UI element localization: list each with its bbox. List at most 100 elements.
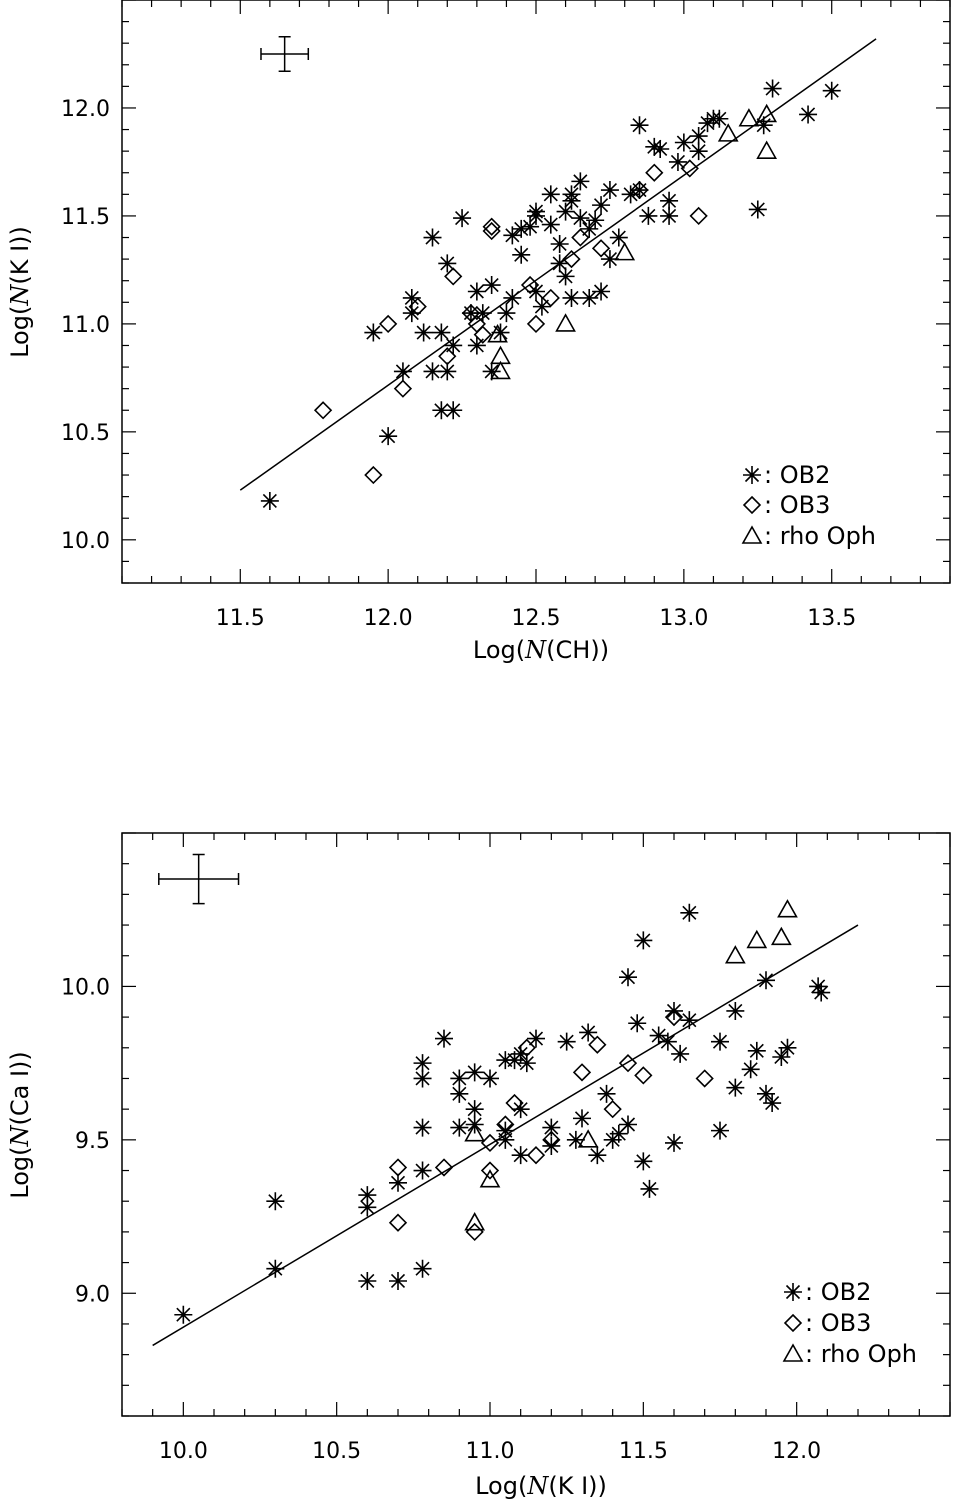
point-ob2 [413, 1259, 432, 1278]
point-ob2 [511, 1146, 530, 1165]
point-ob2 [511, 1100, 530, 1119]
point-ob2 [772, 1047, 791, 1066]
point-ob2 [660, 191, 679, 210]
point-ob2 [542, 1118, 561, 1137]
point-ob2 [799, 105, 818, 124]
point-ob2 [571, 209, 590, 228]
point-rho-oph [614, 242, 636, 261]
error-bar-cross [260, 35, 310, 73]
point-ob2 [562, 185, 581, 204]
point-ob2 [809, 977, 828, 996]
point-ob2 [689, 142, 708, 161]
point-ob2 [521, 217, 540, 236]
point-ob2 [630, 116, 649, 135]
point-ob2 [358, 1271, 377, 1290]
y-tick-label: 12.0 [61, 97, 110, 122]
point-ob2 [665, 1001, 683, 1020]
point-ob2 [413, 1069, 432, 1088]
legend-marker-rho-oph [782, 1343, 804, 1362]
tick-labels: 10.0 10.5 11.0 11.5 12.0 9.0 9.5 10.0 [61, 975, 821, 1464]
point-ob2 [423, 228, 442, 247]
point-ob2 [645, 137, 664, 156]
point-rho-oph [555, 313, 576, 332]
legend-label-rho-oph: : rho Oph [805, 1340, 917, 1368]
point-ob2 [414, 323, 433, 342]
y-tick-label: 11.0 [61, 313, 110, 338]
point-ob3 [388, 1213, 408, 1232]
point-ob2 [747, 1041, 766, 1060]
point-ob3 [680, 159, 699, 178]
x-tick-label: 11.5 [619, 1439, 668, 1464]
point-ob2 [465, 1063, 484, 1082]
point-ob2 [754, 116, 773, 135]
legend-marker-ob2 [743, 466, 761, 484]
point-ob2 [741, 1060, 760, 1079]
legend-marker-ob2 [784, 1283, 802, 1301]
point-ob2 [571, 172, 590, 191]
y-tick-label: 10.5 [61, 421, 110, 446]
point-ob2 [266, 1259, 285, 1278]
point-ob2 [402, 304, 421, 323]
point-ob3 [517, 1038, 536, 1057]
point-ob2 [562, 288, 581, 307]
point-ob2 [778, 1038, 797, 1057]
point-ob3 [505, 1093, 524, 1113]
point-ob2 [763, 1094, 782, 1113]
point-ob2 [260, 491, 279, 510]
point-ob2 [586, 211, 605, 230]
point-ob3 [526, 314, 546, 334]
point-ob2 [482, 276, 501, 295]
point-ob2 [573, 1109, 591, 1128]
point-ob2 [757, 971, 775, 990]
point-ob2 [698, 114, 717, 133]
point-ob2 [619, 968, 637, 987]
point-ob2 [450, 1069, 469, 1088]
point-ob2 [473, 304, 492, 323]
point-rho-oph [464, 1212, 486, 1231]
point-ob2 [413, 1161, 432, 1180]
point-ob2 [597, 1084, 616, 1103]
point-ob2 [413, 1054, 432, 1073]
data-points [260, 79, 841, 510]
point-ob2 [517, 1054, 536, 1073]
point-ob3 [473, 325, 492, 344]
point-rho-oph [724, 945, 746, 964]
error-bar [158, 853, 240, 905]
point-ob2 [822, 81, 841, 100]
point-ob2 [512, 219, 531, 238]
point-ob2 [726, 1078, 745, 1097]
point-ob2 [432, 323, 451, 342]
x-tick-label: 10.5 [312, 1439, 361, 1464]
point-ob2 [550, 234, 569, 253]
point-ob2 [651, 139, 670, 158]
point-rho-oph [746, 929, 768, 949]
legend: : OB2 : OB3 : rho Oph [782, 1278, 917, 1368]
point-ob2 [541, 185, 560, 204]
point-ob2 [680, 903, 699, 922]
y-axis-label: Log(N(K I)) [6, 226, 34, 358]
point-ob2 [444, 401, 463, 420]
point-ob2 [579, 1023, 598, 1042]
point-ob2 [467, 336, 486, 355]
point-ob2 [763, 79, 782, 98]
point-ob2 [580, 288, 599, 307]
point-ob2 [628, 1014, 647, 1033]
x-axis-label: Log(N(K I)) [475, 1472, 607, 1500]
legend-label-rho-oph: : rho Oph [764, 522, 876, 550]
point-ob3 [618, 1054, 638, 1073]
legend-label-ob2: : OB2 [805, 1278, 871, 1306]
point-ob2 [619, 1115, 637, 1134]
point-ob2 [710, 109, 729, 128]
point-rho-oph [490, 360, 511, 380]
error-bar [260, 35, 310, 73]
point-ob2 [600, 181, 619, 200]
point-ob3 [482, 221, 501, 241]
point-ob2 [467, 282, 486, 301]
point-ob3 [482, 217, 501, 236]
point-ob3 [645, 163, 664, 182]
error-bar-cross [158, 853, 240, 905]
y-tick-label: 11.5 [61, 205, 110, 230]
x-tick-label: 13.0 [659, 606, 708, 631]
point-ob2 [497, 304, 516, 323]
point-ob3 [571, 228, 590, 247]
